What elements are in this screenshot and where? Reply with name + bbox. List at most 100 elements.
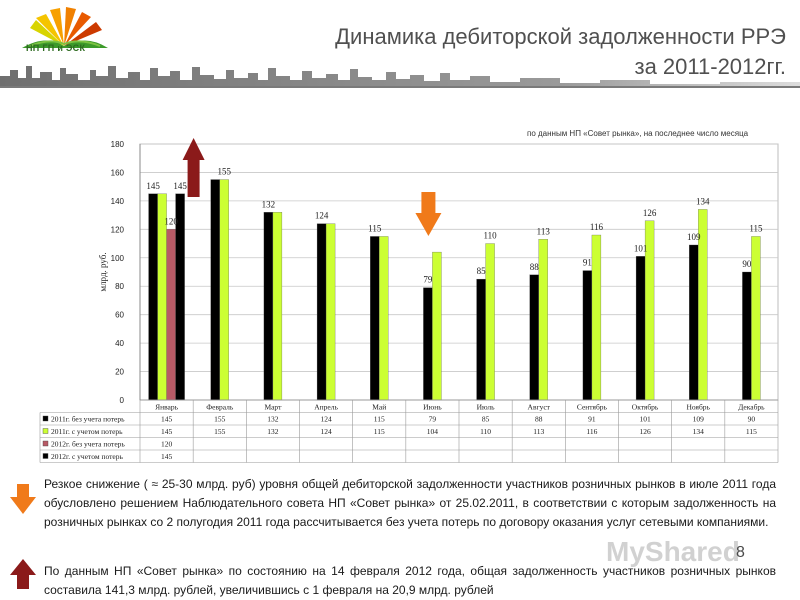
y-tick-label: 120 (111, 225, 125, 234)
x-tick-label: Февраль (206, 403, 234, 412)
bar (591, 234, 602, 401)
data-label: 115 (368, 223, 382, 233)
sun-rays-icon (30, 7, 102, 46)
table-cell-value: 113 (533, 427, 544, 436)
table-cell-value: 126 (639, 427, 651, 436)
table-cell-value: 91 (588, 415, 596, 424)
receivables-bar-chart: 0 20 40 60 80 100 120 140 160 180 млрд. руб. 145 120… (39, 138, 779, 463)
data-label: 113 (537, 226, 551, 236)
y-tick-label: 180 (111, 140, 125, 149)
table-cell-value: 155 (214, 427, 226, 436)
y-tick-label: 160 (111, 168, 125, 177)
bar (538, 239, 548, 401)
x-tick-label: Март (264, 403, 282, 412)
data-label: 88 (530, 262, 540, 272)
x-tick-label: Май (372, 403, 386, 412)
table-cell-value: 116 (586, 427, 597, 436)
y-tick-label: 0 (120, 396, 125, 405)
bar (635, 256, 646, 401)
bar (432, 251, 442, 401)
legend-swatch (42, 415, 49, 422)
bar (476, 278, 486, 401)
y-tick-label: 100 (111, 254, 125, 263)
table-cell-value: 115 (374, 415, 385, 424)
table-cell-value: 115 (746, 427, 757, 436)
grass-leaves-icon (22, 40, 108, 48)
data-label: 91 (583, 258, 592, 268)
bar (272, 212, 283, 401)
y-tick-label: 60 (115, 311, 124, 320)
x-tick-label: Август (528, 403, 551, 412)
bar (379, 236, 389, 401)
x-tick-label: Апрель (314, 403, 338, 412)
data-label: 110 (483, 231, 497, 241)
table-cell-value: 124 (320, 415, 332, 424)
bar (210, 179, 220, 401)
y-tick-label: 20 (115, 368, 124, 377)
data-label: 101 (634, 243, 648, 253)
x-tick-label: Июль (477, 403, 496, 412)
watermark: MyShared (606, 536, 740, 567)
y-axis-label: млрд. руб. (98, 252, 108, 291)
data-label: 126 (643, 208, 657, 218)
legend-entry: 2012г. с учетом потерь (51, 452, 123, 461)
title-line-1: Динамика дебиторской задолженности РРЭ (335, 24, 786, 49)
y-tick-label: 80 (115, 282, 124, 291)
data-label: 124 (315, 211, 329, 221)
table-cell-value: 85 (482, 415, 490, 424)
x-tick-label: Июнь (423, 403, 442, 412)
table-cell-value: 124 (320, 427, 332, 436)
x-tick-label: Ноябрь (687, 403, 711, 412)
table-cell-value: 132 (267, 427, 279, 436)
data-label: 116 (590, 222, 604, 232)
legend-entry: 2011г. без учета потерь (51, 415, 125, 424)
table-cell-value: 120 (161, 440, 173, 449)
city-skyline-decoration (0, 66, 800, 88)
title-line-2: за 2011-2012гг. (634, 54, 787, 79)
x-tick-label: Сентябрь (577, 403, 608, 412)
table-cell-value: 145 (161, 427, 173, 436)
table-cell-value: 145 (161, 415, 173, 424)
table-cell-value: 110 (480, 427, 491, 436)
legend-entry: 2011г. с учетом потерь (51, 427, 123, 436)
bar (689, 244, 699, 401)
data-label: 85 (477, 266, 487, 276)
paragraph-loss-change: Резкое снижение ( ≈ 25-30 млрд. руб) уро… (44, 477, 776, 529)
table-cell-value: 101 (639, 415, 651, 424)
x-tick-label: Декабрь (738, 403, 765, 412)
bar (582, 270, 593, 401)
data-label: 120 (164, 216, 178, 226)
bar (742, 271, 752, 401)
bar (219, 179, 229, 401)
bar (423, 287, 433, 401)
bar (263, 212, 274, 401)
table-cell-value: 104 (427, 427, 439, 436)
table-cell-value: 88 (535, 415, 543, 424)
data-label: 145 (146, 181, 160, 191)
legend-swatch (42, 440, 49, 447)
data-label: 115 (749, 223, 763, 233)
x-tick-label: Октябрь (632, 403, 659, 412)
table-cell-value: 115 (374, 427, 385, 436)
bar (166, 229, 176, 401)
bar (529, 274, 539, 401)
bar (325, 223, 336, 401)
page-number: 8 (736, 544, 745, 561)
bar (316, 223, 327, 401)
source-note: по данным НП «Совет рынка», на последнее… (527, 129, 749, 138)
legend-entry: 2012г. без учета потерь (51, 440, 125, 449)
data-label: 90 (742, 259, 752, 269)
table-cell-value: 145 (161, 452, 173, 461)
data-label: 79 (423, 275, 433, 285)
legend-swatch (42, 453, 49, 459)
bar (485, 243, 495, 401)
table-cell-value: 90 (748, 415, 756, 424)
red-up-arrow-shaft (187, 159, 200, 197)
red-up-arrow-annotation (182, 138, 205, 160)
y-tick-label: 140 (111, 197, 125, 206)
bar (751, 236, 761, 401)
table-cell-value: 132 (267, 415, 279, 424)
data-label: 134 (696, 196, 710, 206)
data-label: 145 (173, 181, 187, 191)
orange-down-arrow-annotation (415, 213, 442, 236)
